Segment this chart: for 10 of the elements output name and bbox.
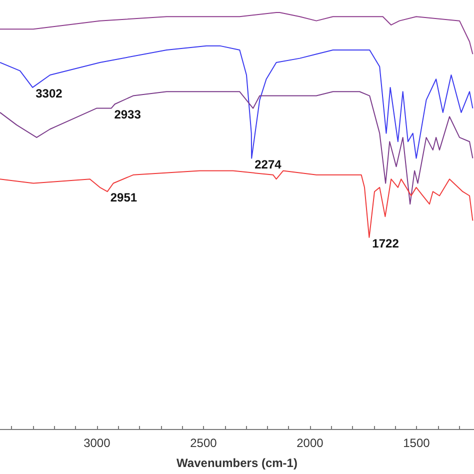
annotation: 2951 (110, 190, 138, 205)
x-tick-label: 2000 (296, 436, 324, 450)
x-tick-label: 2500 (190, 436, 218, 450)
annotation: 2274 (254, 157, 282, 172)
x-axis-title: Wavenumbers (cm-1) (176, 456, 298, 470)
x-tick-label: 1500 (403, 436, 430, 450)
annotation: 1722 (372, 236, 400, 250)
x-tick-label: 3000 (84, 436, 111, 450)
annotation: 3302 (36, 86, 63, 100)
annotation: 2933 (114, 107, 142, 122)
